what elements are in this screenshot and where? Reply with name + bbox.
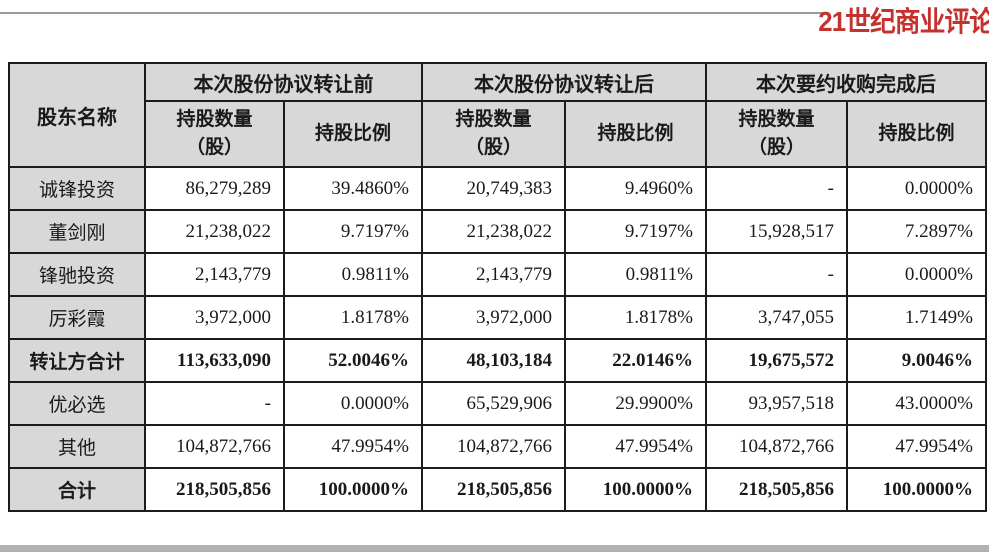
- value-cell: 2,143,779: [421, 252, 566, 297]
- value-cell: 15,928,517: [705, 209, 848, 254]
- value-cell: 218,505,856: [144, 467, 285, 512]
- table-row: 优必选 - 0.0000% 65,529,906 29.9900% 93,957…: [8, 381, 987, 426]
- table-row: 董剑刚 21,238,022 9.7197% 21,238,022 9.7197…: [8, 209, 987, 254]
- table-row: 其他 104,872,766 47.9954% 104,872,766 47.9…: [8, 424, 987, 469]
- value-cell: 86,279,289: [144, 166, 285, 211]
- shareholder-name-cell: 转让方合计: [8, 338, 146, 383]
- value-cell: 9.0046%: [846, 338, 987, 383]
- value-cell: 0.0000%: [846, 252, 987, 297]
- table-row: 厉彩霞 3,972,000 1.8178% 3,972,000 1.8178% …: [8, 295, 987, 340]
- value-cell: 1.8178%: [564, 295, 707, 340]
- value-cell: 43.0000%: [846, 381, 987, 426]
- shareholder-name-cell: 厉彩霞: [8, 295, 146, 340]
- value-cell: 0.9811%: [283, 252, 423, 297]
- value-cell: -: [705, 252, 848, 297]
- share-quantity-unit: （股）: [464, 137, 522, 158]
- table-row: 锋驰投资 2,143,779 0.9811% 2,143,779 0.9811%…: [8, 252, 987, 297]
- table-row: 诚锋投资 86,279,289 39.4860% 20,749,383 9.49…: [8, 166, 987, 211]
- value-cell: 29.9900%: [564, 381, 707, 426]
- value-cell: 3,972,000: [421, 295, 566, 340]
- value-cell: 3,747,055: [705, 295, 848, 340]
- value-cell: 52.0046%: [283, 338, 423, 383]
- share-quantity-unit: （股）: [185, 137, 243, 158]
- value-cell: 20,749,383: [421, 166, 566, 211]
- value-cell: 9.7197%: [564, 209, 707, 254]
- value-cell: 218,505,856: [421, 467, 566, 512]
- shareholder-name-cell: 董剑刚: [8, 209, 146, 254]
- value-cell: 2,143,779: [144, 252, 285, 297]
- share-quantity-label: 持股数量: [455, 109, 532, 131]
- table-row: 合计 218,505,856 100.0000% 218,505,856 100…: [8, 467, 987, 512]
- header-divider-line: [0, 12, 826, 14]
- value-cell: 47.9954%: [564, 424, 707, 469]
- value-cell: 100.0000%: [283, 467, 423, 512]
- shareholder-name-cell: 诚锋投资: [8, 166, 146, 211]
- value-cell: -: [705, 166, 848, 211]
- col-header-share-quantity: 持股数量 （股）: [705, 100, 848, 168]
- value-cell: 93,957,518: [705, 381, 848, 426]
- col-header-share-quantity: 持股数量 （股）: [421, 100, 566, 168]
- value-cell: 0.0000%: [846, 166, 987, 211]
- value-cell: 100.0000%: [846, 467, 987, 512]
- value-cell: 19,675,572: [705, 338, 848, 383]
- value-cell: -: [144, 381, 285, 426]
- value-cell: 21,238,022: [144, 209, 285, 254]
- value-cell: 0.9811%: [564, 252, 707, 297]
- value-cell: 0.0000%: [283, 381, 423, 426]
- value-cell: 39.4860%: [283, 166, 423, 211]
- col-header-share-quantity: 持股数量 （股）: [144, 100, 285, 168]
- group-header-after-tender-offer: 本次要约收购完成后: [705, 62, 987, 102]
- value-cell: 65,529,906: [421, 381, 566, 426]
- col-header-share-ratio: 持股比例: [564, 100, 707, 168]
- publication-logo: 21世纪商业评论: [818, 6, 989, 37]
- value-cell: 218,505,856: [705, 467, 848, 512]
- table-body: 诚锋投资 86,279,289 39.4860% 20,749,383 9.49…: [8, 166, 987, 512]
- group-header-row: 股东名称 本次股份协议转让前 本次股份协议转让后 本次要约收购完成后: [8, 62, 987, 168]
- value-cell: 47.9954%: [846, 424, 987, 469]
- sub-header-row: 持股数量 （股） 持股比例 持股数量 （股） 持股比例 持股数量 （股） 持股比例: [9, 100, 987, 168]
- value-cell: 104,872,766: [144, 424, 285, 469]
- value-cell: 48,103,184: [421, 338, 566, 383]
- shareholder-name-cell: 锋驰投资: [8, 252, 146, 297]
- bottom-gray-bar: [0, 545, 989, 552]
- col-header-share-ratio: 持股比例: [283, 100, 423, 168]
- value-cell: 7.2897%: [846, 209, 987, 254]
- table-header: 股东名称 本次股份协议转让前 本次股份协议转让后 本次要约收购完成后 持股数量 （…: [8, 62, 987, 168]
- value-cell: 113,633,090: [144, 338, 285, 383]
- share-quantity-label: 持股数量: [176, 109, 253, 131]
- value-cell: 21,238,022: [421, 209, 566, 254]
- value-cell: 1.8178%: [283, 295, 423, 340]
- value-cell: 9.4960%: [564, 166, 707, 211]
- value-cell: 104,872,766: [421, 424, 566, 469]
- value-cell: 3,972,000: [144, 295, 285, 340]
- value-cell: 22.0146%: [564, 338, 707, 383]
- share-quantity-unit: （股）: [747, 137, 805, 158]
- col-header-share-ratio: 持股比例: [846, 100, 987, 168]
- value-cell: 104,872,766: [705, 424, 848, 469]
- value-cell: 9.7197%: [283, 209, 423, 254]
- col-header-shareholder-name: 股东名称: [8, 62, 146, 168]
- table-row: 转让方合计 113,633,090 52.0046% 48,103,184 22…: [8, 338, 987, 383]
- value-cell: 1.7149%: [846, 295, 987, 340]
- shareholder-name-cell: 优必选: [8, 381, 146, 426]
- value-cell: 100.0000%: [564, 467, 707, 512]
- group-header-after-transfer: 本次股份协议转让后: [421, 62, 707, 102]
- shareholding-table: 股东名称 本次股份协议转让前 本次股份协议转让后 本次要约收购完成后 持股数量 （…: [8, 62, 987, 512]
- shareholder-name-cell: 其他: [8, 424, 146, 469]
- shareholder-name-cell: 合计: [8, 467, 146, 512]
- value-cell: 47.9954%: [283, 424, 423, 469]
- group-header-before-transfer: 本次股份协议转让前: [144, 62, 423, 102]
- share-quantity-label: 持股数量: [738, 109, 815, 131]
